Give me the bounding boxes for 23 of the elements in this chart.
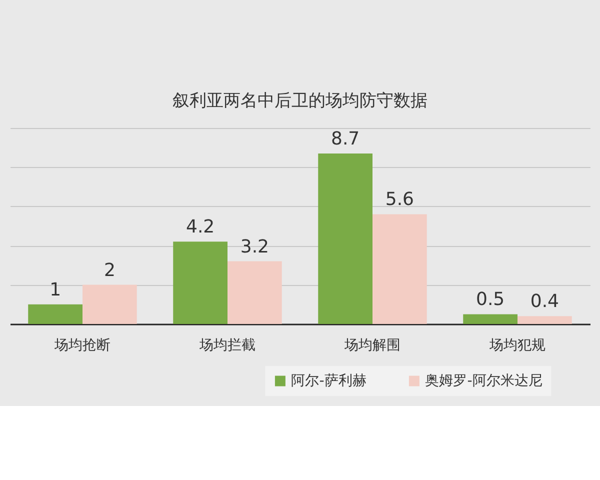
bar (82, 284, 137, 324)
chart-title: 叙利亚两名中后卫的场均防守数据 (172, 91, 428, 111)
data-label: 5.6 (385, 189, 414, 210)
bar (518, 316, 572, 324)
data-label: 8.7 (330, 128, 360, 150)
legend-label: 奥姆罗-阿尔米达尼 (425, 373, 542, 389)
bar (463, 314, 518, 324)
data-label: 1 (50, 279, 62, 300)
data-label: 0.4 (530, 291, 560, 312)
bar (173, 242, 228, 324)
data-label: 2 (104, 260, 116, 281)
x-tick-label: 场均犯规 (488, 338, 546, 354)
bar (318, 153, 372, 324)
legend-label: 阿尔-萨利赫 (291, 373, 366, 389)
bar (372, 214, 427, 324)
data-label: 3.2 (240, 236, 270, 258)
bar (228, 261, 282, 324)
x-tick-label: 场均拦截 (198, 338, 256, 354)
bar (28, 304, 82, 324)
data-label: 4.2 (186, 216, 215, 238)
data-label: 0.5 (476, 289, 505, 310)
x-tick-label: 场均解围 (344, 338, 400, 354)
x-tick-label: 场均抢断 (54, 338, 110, 354)
